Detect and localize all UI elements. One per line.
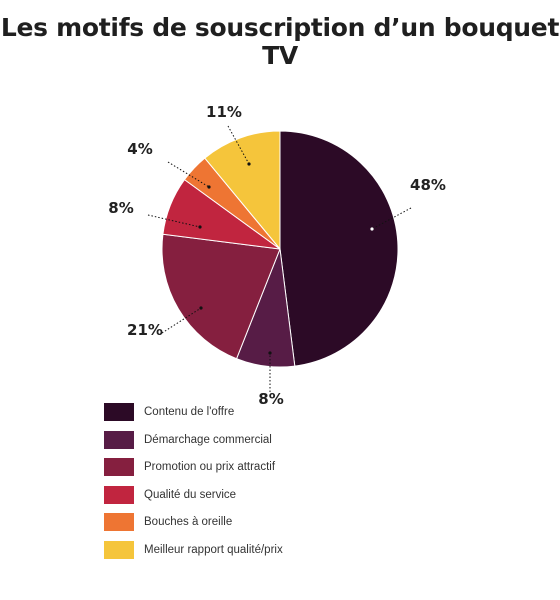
leader-dot-5 (207, 185, 211, 189)
leader-line-1 (371, 207, 412, 230)
leader-dot-2 (268, 351, 272, 355)
chart-title-line-2: TV (262, 41, 298, 70)
pie-slice-1 (279, 130, 399, 367)
leader-line-3 (161, 307, 202, 334)
legend-label: Qualité du service (144, 488, 237, 501)
legend-swatch (104, 403, 134, 421)
data-label-4: 8% (108, 199, 133, 217)
legend-swatch (104, 458, 134, 476)
leader-dot-3 (199, 306, 203, 310)
pie-slices (161, 130, 399, 368)
legend-swatch (104, 540, 134, 559)
legend-label: Contenu de l'offre (144, 406, 235, 418)
leader-dot-1 (370, 227, 374, 231)
legend-label: Démarchage commercial (144, 433, 272, 446)
leader-dot-4 (198, 225, 202, 229)
legend-item-6: Meilleur rapport qualité/prix (104, 540, 283, 559)
legend-swatch (104, 513, 134, 531)
legend-item-1: Contenu de l'offre (104, 403, 283, 421)
chart-title: Les motifs de souscription d’un bouquet … (0, 14, 560, 70)
data-label-3: 21% (127, 321, 163, 339)
legend-swatch (104, 430, 134, 449)
data-labels: 48% 8% 21% 8% 4% 11% (108, 103, 446, 408)
data-label-6: 11% (206, 103, 242, 121)
legend-label: Meilleur rapport qualité/prix (144, 543, 283, 556)
legend-item-4: Qualité du service (104, 485, 283, 504)
leader-line-6 (227, 125, 250, 165)
leader-lines (147, 125, 412, 392)
data-label-2: 8% (258, 390, 283, 408)
pie-slice-6 (204, 130, 281, 251)
legend-item-3: Promotion ou prix attractif (104, 458, 283, 476)
legend-item-2: Démarchage commercial (104, 430, 283, 449)
data-label-1: 48% (410, 176, 446, 194)
legend-swatch (104, 485, 134, 504)
pie-slice-3 (161, 233, 281, 360)
legend-item-5: Bouches à oreille (104, 513, 283, 531)
legend-label: Promotion ou prix attractif (144, 461, 276, 473)
legend-label: Bouches à oreille (144, 516, 233, 528)
data-label-5: 4% (127, 140, 152, 158)
leader-dot-6 (247, 162, 251, 166)
chart-title-line-1: Les motifs de souscription d’un bouquet (0, 13, 560, 42)
legend: Contenu de l'offre Démarchage commercial P… (104, 403, 283, 568)
leader-line-5 (167, 161, 210, 188)
